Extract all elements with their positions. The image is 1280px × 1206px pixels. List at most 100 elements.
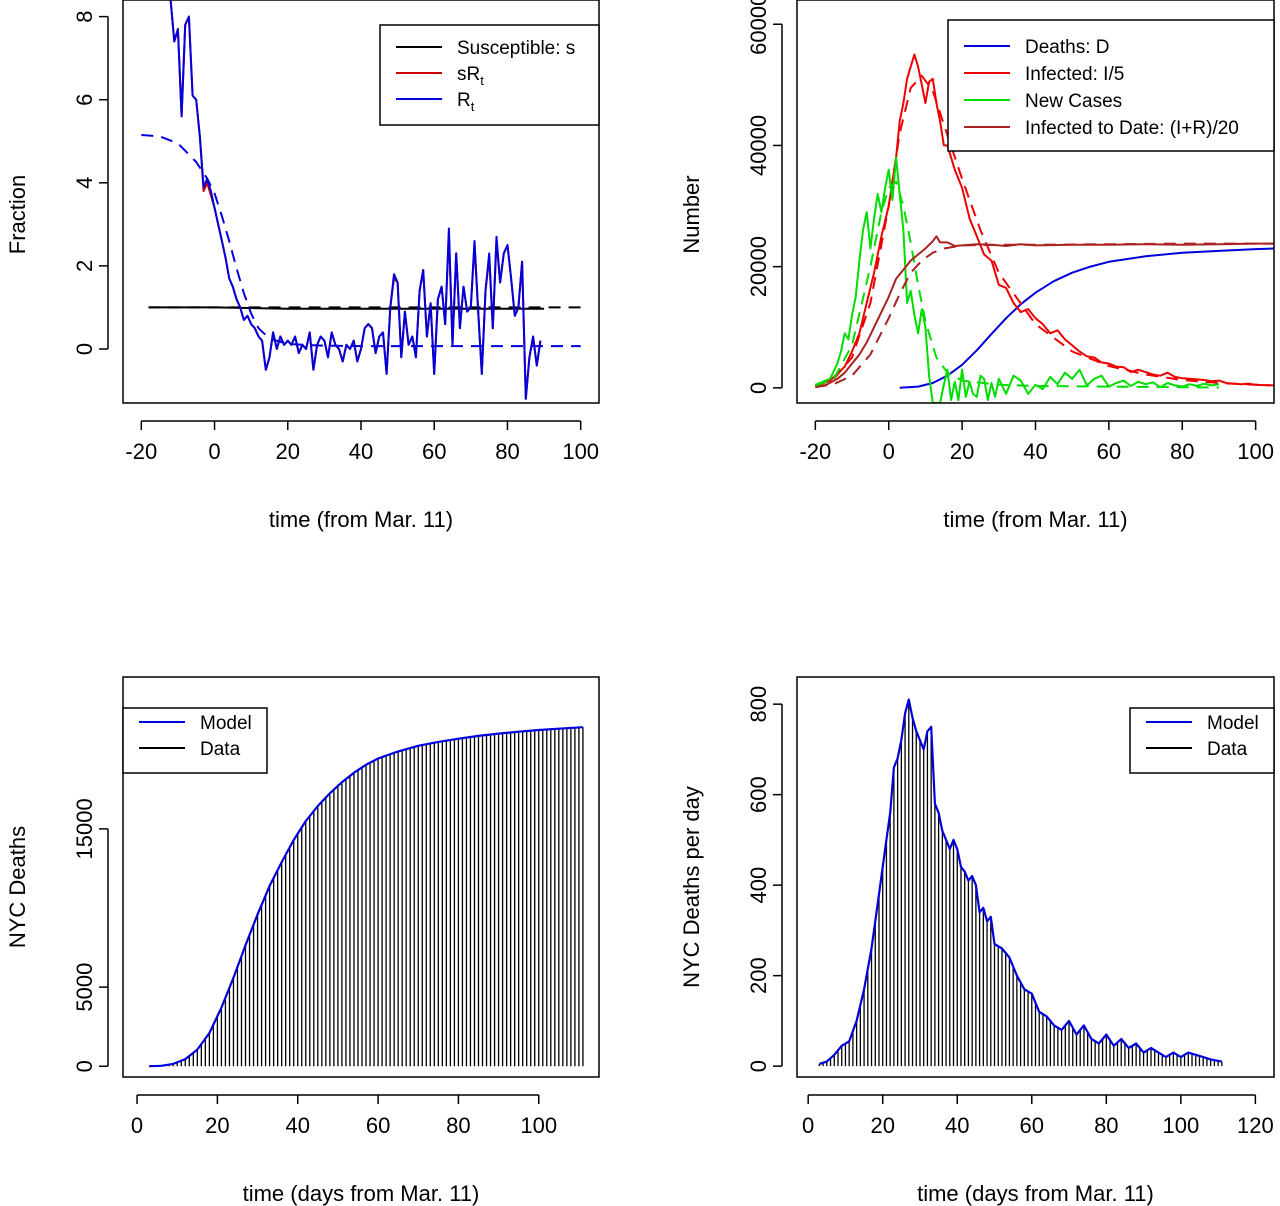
y-tick-label: 200 xyxy=(746,957,771,994)
x-axis: 0 20 40 60 80 100 xyxy=(131,1094,557,1138)
x-tick-label: 100 xyxy=(1162,1113,1199,1138)
y-axis: 0 200 400 600 800 xyxy=(746,686,783,1072)
model-curve xyxy=(819,698,1223,1065)
x-axis: 0 20 40 60 80 100 120 xyxy=(802,1094,1274,1138)
panel-daily-deaths-plot: 0 20 40 60 80 100 120 time (days from Mar. 11) 0… xyxy=(679,676,1275,1206)
y-tick-label: 60000 xyxy=(746,0,771,55)
legend-label-text: Infected to Date: (I+R)/20 xyxy=(1025,118,1239,139)
x-tick-label: 60 xyxy=(422,439,446,464)
y-axis-title: Fraction xyxy=(5,175,30,254)
data-bars xyxy=(818,699,1223,1067)
plot-area xyxy=(141,0,581,400)
legend: Model Data xyxy=(1129,707,1275,774)
legend-label: New Cases xyxy=(1025,91,1122,112)
x-tick-label: 100 xyxy=(562,439,599,464)
x-tick-label: -20 xyxy=(125,439,157,464)
y-axis: 0 5000 15000 xyxy=(72,798,109,1072)
series-s_data xyxy=(148,306,545,310)
legend-label-text: Model xyxy=(1207,713,1259,734)
legend-label-text: Deaths: D xyxy=(1025,37,1109,58)
legend-box xyxy=(1129,707,1275,774)
legend-label-text: New Cases xyxy=(1025,91,1122,112)
x-tick-label: 60 xyxy=(366,1113,390,1138)
plot-frame xyxy=(796,676,1275,1078)
y-axis-title: Number xyxy=(679,175,704,253)
legend-label: Rt xyxy=(457,90,475,114)
y-tick-label: 800 xyxy=(746,686,771,723)
x-axis: -20 0 20 40 60 80 100 xyxy=(125,420,599,464)
y-axis-title: NYC Deaths per day xyxy=(679,786,704,988)
legend-label-text: Data xyxy=(1207,739,1248,760)
legend: Model Data xyxy=(122,707,268,774)
y-axis-title: NYC Deaths xyxy=(5,826,30,948)
legend-label-text: Model xyxy=(200,713,252,734)
x-tick-label: 120 xyxy=(1237,1113,1274,1138)
model-curve xyxy=(149,726,583,1068)
legend-label-text: Susceptible: s xyxy=(457,38,575,59)
y-tick-label: 0 xyxy=(746,382,771,394)
panel-fraction-plot: -20 0 20 40 60 80 100 time (from Mar. 11) 0 2 4 6 8 F… xyxy=(5,0,600,532)
x-tick-label: 20 xyxy=(870,1113,894,1138)
x-tick-label: 40 xyxy=(349,439,373,464)
y-tick-label: 20000 xyxy=(746,236,771,297)
plot-frame xyxy=(122,676,600,1078)
x-tick-label: 40 xyxy=(945,1113,969,1138)
legend-box xyxy=(122,707,268,774)
x-tick-label: 0 xyxy=(883,439,895,464)
x-axis: -20 0 20 40 60 80 100 xyxy=(799,420,1274,464)
y-tick-label: 400 xyxy=(746,867,771,904)
x-axis-title: time (from Mar. 11) xyxy=(269,507,453,532)
y-tick-label: 40000 xyxy=(746,115,771,176)
legend-box xyxy=(947,19,1275,152)
legend-label: Infected to Date: (I+R)/20 xyxy=(1025,118,1239,139)
y-tick-label: 8 xyxy=(72,10,97,22)
legend-label: sRt xyxy=(457,64,484,88)
y-axis: 0 2 4 6 8 xyxy=(72,10,109,355)
x-tick-label: 60 xyxy=(1097,439,1121,464)
legend-label: Model xyxy=(1207,713,1259,734)
x-tick-label: 0 xyxy=(208,439,220,464)
legend: Deaths: D Infected: I/5 New Cases Infected … xyxy=(947,19,1275,152)
series-infected_model xyxy=(814,74,1274,388)
x-tick-label: 100 xyxy=(520,1113,557,1138)
legend-label: Data xyxy=(1207,739,1248,760)
x-tick-label: 80 xyxy=(1170,439,1194,464)
x-tick-label: 40 xyxy=(1023,439,1047,464)
series-deaths_model xyxy=(899,247,1274,389)
x-tick-label: 60 xyxy=(1020,1113,1044,1138)
x-axis-title: time (from Mar. 11) xyxy=(943,507,1127,532)
plot-area xyxy=(818,698,1223,1067)
legend-label-text: Data xyxy=(200,739,241,760)
data-bars xyxy=(152,727,584,1067)
series-infected_data xyxy=(814,53,1271,387)
legend-label-text: R xyxy=(457,90,471,111)
y-tick-label: 4 xyxy=(72,177,97,189)
legend-label-text: sR xyxy=(457,64,480,85)
panel-number-plot: -20 0 20 40 60 80 100 time (from Mar. 11) 0 20000… xyxy=(679,0,1275,532)
legend-box xyxy=(379,24,600,126)
legend-label-subscript: t xyxy=(480,73,484,88)
y-tick-label: 6 xyxy=(72,94,97,106)
x-tick-label: 80 xyxy=(446,1113,470,1138)
x-tick-label: -20 xyxy=(799,439,831,464)
plot-area xyxy=(814,53,1274,403)
plot-area xyxy=(149,726,584,1068)
y-tick-label: 2 xyxy=(72,260,97,272)
x-tick-label: 80 xyxy=(1094,1113,1118,1138)
x-tick-label: 0 xyxy=(802,1113,814,1138)
legend-label-subscript: t xyxy=(471,99,475,114)
plot-frame xyxy=(796,0,1275,404)
series-todate_model xyxy=(815,242,1274,389)
legend-label-text: Infected: I/5 xyxy=(1025,64,1124,85)
y-tick-label: 600 xyxy=(746,776,771,813)
x-tick-label: 100 xyxy=(1237,439,1274,464)
legend-label: Susceptible: s xyxy=(457,38,575,59)
y-tick-label: 5000 xyxy=(72,963,97,1012)
y-axis: 0 20000 40000 60000 xyxy=(746,0,783,394)
y-tick-label: 0 xyxy=(72,1060,97,1072)
x-tick-label: 40 xyxy=(285,1113,309,1138)
y-tick-label: 0 xyxy=(72,343,97,355)
legend-label: Deaths: D xyxy=(1025,37,1109,58)
